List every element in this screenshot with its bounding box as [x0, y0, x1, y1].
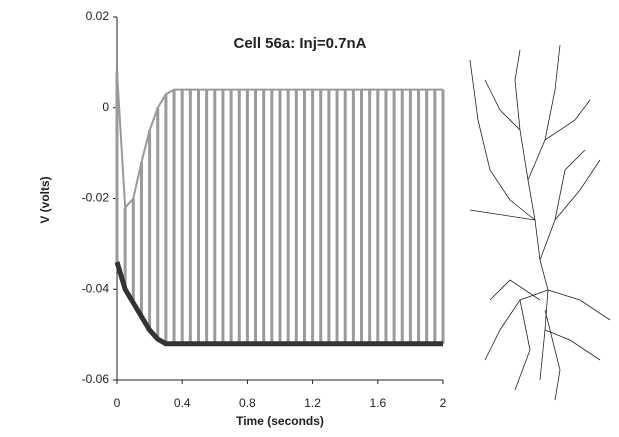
- neuron-drawing: [469, 44, 611, 401]
- x-tick-label: 0: [114, 396, 121, 410]
- chart-title: Cell 56a: Inj=0.7nA: [234, 35, 367, 52]
- x-tick-label: 1.2: [304, 396, 321, 410]
- x-tick-label: 0.4: [174, 396, 191, 410]
- y-axis-label: V (volts): [38, 176, 52, 223]
- x-tick-label: 0.8: [239, 396, 256, 410]
- trace-line: [116, 71, 443, 211]
- y-tick-label: -0.04: [82, 281, 110, 295]
- y-tick-label: 0.02: [86, 9, 110, 23]
- x-tick-label: 1.6: [369, 396, 386, 410]
- x-axis-label: Time (seconds): [236, 414, 324, 428]
- y-tick-label: 0: [102, 100, 109, 114]
- y-tick-label: -0.02: [82, 191, 110, 205]
- x-tick-label: 2: [440, 396, 447, 410]
- trace-line: [114, 261, 443, 347]
- y-tick-label: -0.06: [82, 372, 110, 386]
